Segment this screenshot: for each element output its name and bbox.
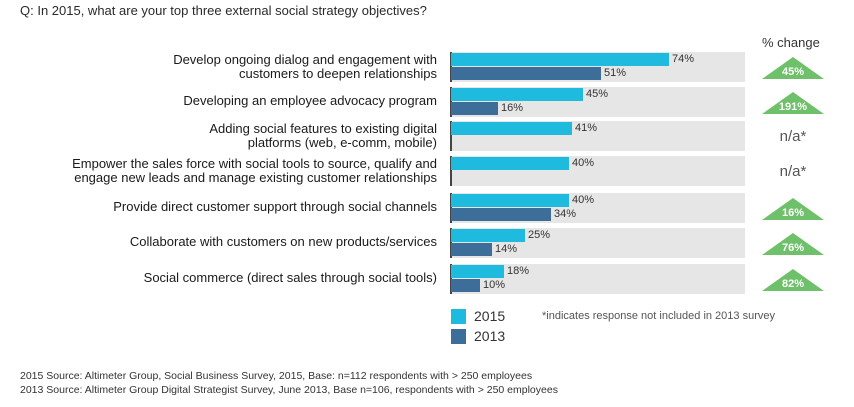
bar-value-label: 45% — [586, 88, 609, 100]
footnote: *indicates response not included in 2013… — [542, 310, 775, 322]
percent-change-badge: 76% — [762, 233, 824, 255]
category-label-line: Adding social features to existing digit… — [209, 121, 437, 136]
bar-value-label: 41% — [575, 122, 598, 134]
chart-question: Q: In 2015, what are your top three exte… — [20, 3, 427, 18]
category-label: Adding social features to existing digit… — [17, 122, 437, 150]
bar-value-label: 40% — [572, 194, 595, 206]
percent-change-badge: 45% — [762, 57, 824, 79]
source-2015: 2015 Source: Altimeter Group, Social Bus… — [20, 370, 533, 382]
percent-change-header: % change — [762, 35, 820, 50]
axis-line — [450, 121, 452, 151]
up-triangle-icon — [762, 233, 824, 255]
bar-value-label: 51% — [604, 67, 627, 79]
up-triangle-shape — [762, 92, 824, 114]
percent-change-value: 191% — [778, 101, 808, 113]
bar-2015 — [451, 229, 525, 242]
category-label: Developing an employee advocacy program — [17, 94, 437, 108]
bar-2013 — [451, 279, 480, 292]
category-label-line: Empower the sales force with social tool… — [72, 156, 437, 171]
bar-2015 — [451, 265, 504, 278]
percent-change-value: 82% — [781, 278, 805, 290]
up-triangle-shape — [762, 233, 824, 255]
legend-swatch-2015 — [451, 309, 466, 324]
bar-2013 — [451, 243, 492, 256]
percent-change-na: n/a* — [779, 163, 807, 180]
bar-2013 — [451, 208, 551, 221]
axis-line — [450, 156, 452, 186]
category-label: Develop ongoing dialog and engagement wi… — [17, 53, 437, 81]
bar-2015 — [451, 53, 669, 66]
category-label-line: Developing an employee advocacy program — [183, 93, 437, 108]
bar-2015 — [451, 194, 569, 207]
source-2013: 2013 Source: Altimeter Group Digital Str… — [20, 384, 558, 396]
bar-value-label: 34% — [554, 208, 577, 220]
legend-label-2013: 2013 — [474, 328, 506, 344]
bar-value-label: 16% — [501, 102, 524, 114]
category-label-line: customers to deepen relationships — [238, 66, 437, 81]
category-label-line: Social commerce (direct sales through so… — [143, 270, 437, 285]
bar-value-label: 74% — [672, 53, 695, 65]
bar-value-label: 14% — [495, 243, 518, 255]
category-label: Provide direct customer support through … — [17, 200, 437, 214]
percent-change-value: 16% — [781, 207, 805, 219]
up-triangle-shape — [762, 269, 824, 291]
category-label: Social commerce (direct sales through so… — [17, 271, 437, 285]
category-label-line: platforms (web, e-comm, mobile) — [247, 135, 437, 150]
bar-2015 — [451, 122, 572, 135]
category-label-line: Provide direct customer support through … — [113, 199, 437, 214]
bar-2013 — [451, 67, 601, 80]
percent-change-badge: 82% — [762, 269, 824, 291]
percent-change-value: 45% — [781, 66, 805, 78]
bar-value-label: 25% — [528, 229, 551, 241]
bar-2015 — [451, 88, 583, 101]
bar-2015 — [451, 157, 569, 170]
percent-change-badge: 16% — [762, 198, 824, 220]
up-triangle-shape — [762, 198, 824, 220]
legend-label-2015: 2015 — [474, 308, 506, 324]
bar-value-label: 40% — [572, 157, 595, 169]
percent-change-badge: 191% — [762, 92, 824, 114]
up-triangle-icon — [762, 92, 824, 114]
bar-2013 — [451, 102, 498, 115]
percent-change-value: 76% — [781, 242, 805, 254]
category-label: Empower the sales force with social tool… — [17, 157, 437, 185]
category-label-line: Collaborate with customers on new produc… — [129, 234, 437, 249]
category-label-line: engage new leads and manage existing cus… — [74, 170, 437, 185]
up-triangle-icon — [762, 57, 824, 79]
bar-value-label: 18% — [507, 265, 530, 277]
legend-swatch-2013 — [451, 329, 466, 344]
up-triangle-shape — [762, 57, 824, 79]
up-triangle-icon — [762, 269, 824, 291]
percent-change-na: n/a* — [779, 128, 807, 145]
category-label-line: Develop ongoing dialog and engagement wi… — [173, 52, 437, 67]
up-triangle-icon — [762, 198, 824, 220]
category-label: Collaborate with customers on new produc… — [17, 235, 437, 249]
bar-value-label: 10% — [483, 279, 506, 291]
